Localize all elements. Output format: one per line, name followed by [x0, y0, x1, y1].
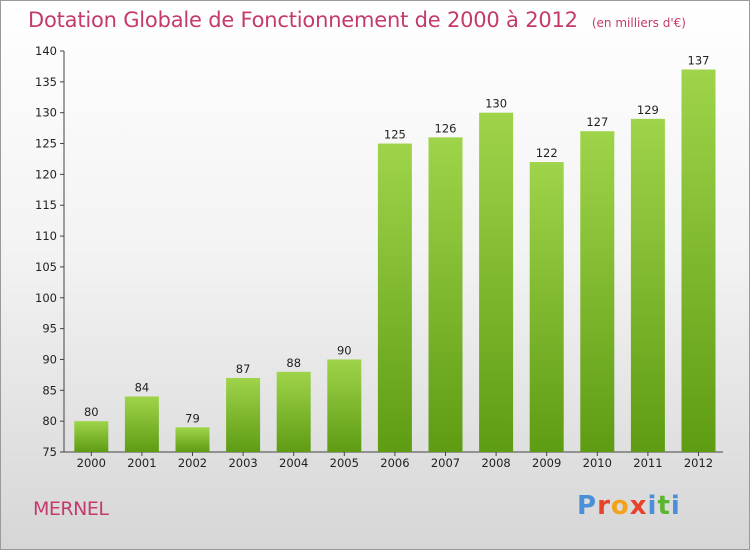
x-tick-label: 2004 — [279, 456, 308, 470]
bar-2005 — [327, 359, 362, 452]
chart-title-text: Dotation Globale de Fonctionnement de 20… — [28, 8, 578, 32]
y-tick-label: 115 — [35, 198, 57, 212]
logo-letter: x — [629, 491, 648, 521]
bar-2009 — [529, 162, 564, 453]
bar-2012 — [681, 69, 716, 452]
y-tick-label: 125 — [35, 137, 57, 151]
data-label: 90 — [337, 343, 352, 357]
y-tick-label: 85 — [42, 383, 57, 397]
x-tick-label: 2006 — [380, 456, 409, 470]
x-tick-label: 2007 — [431, 456, 460, 470]
bar-2010 — [580, 131, 615, 452]
data-label: 125 — [384, 128, 406, 142]
y-tick-label: 105 — [35, 260, 57, 274]
y-tick-label: 140 — [35, 44, 57, 58]
y-tick-label: 100 — [35, 291, 57, 305]
data-label: 126 — [435, 121, 457, 135]
y-tick-label: 110 — [35, 229, 57, 243]
data-label: 87 — [236, 362, 251, 376]
x-tick-label: 2009 — [532, 456, 561, 470]
logo-letter: o — [610, 491, 630, 521]
chart-title: Dotation Globale de Fonctionnement de 20… — [28, 8, 686, 32]
x-tick-label: 2012 — [684, 456, 713, 470]
bar-2008 — [479, 112, 514, 452]
x-tick-label: 2011 — [633, 456, 662, 470]
logo-letter: r — [597, 491, 611, 521]
y-tick-label: 75 — [42, 445, 57, 459]
data-label: 84 — [135, 380, 150, 394]
bar-2004 — [276, 371, 311, 452]
commune-name: MERNEL — [33, 498, 109, 520]
logo-letter: i — [670, 491, 681, 521]
bar-2000 — [74, 421, 109, 452]
logo-letter: P — [577, 491, 598, 521]
data-label: 80 — [84, 405, 99, 419]
x-tick-label: 2003 — [228, 456, 257, 470]
bar-2002 — [175, 427, 210, 452]
x-tick-label: 2010 — [583, 456, 612, 470]
data-label: 137 — [688, 54, 710, 68]
data-label: 79 — [185, 411, 200, 425]
logo-letter: i — [647, 491, 658, 521]
logo-letter: t — [657, 491, 671, 521]
bar-2006 — [377, 143, 412, 453]
x-tick-label: 2001 — [127, 456, 156, 470]
x-tick-label: 2002 — [178, 456, 207, 470]
bar-2007 — [428, 137, 463, 452]
y-tick-label: 80 — [42, 414, 57, 428]
data-label: 88 — [286, 356, 301, 370]
y-tick-label: 90 — [42, 352, 57, 366]
y-tick-label: 120 — [35, 167, 57, 181]
bar-2001 — [124, 396, 159, 452]
x-tick-label: 2008 — [481, 456, 510, 470]
data-label: 127 — [586, 115, 608, 129]
x-tick-label: 2000 — [77, 456, 106, 470]
bar-2003 — [226, 377, 261, 452]
y-tick-label: 95 — [42, 322, 57, 336]
data-label: 130 — [485, 97, 507, 111]
data-label: 129 — [637, 103, 659, 117]
data-label: 122 — [536, 146, 558, 160]
chart-unit: (en milliers d'€) — [591, 16, 686, 30]
y-tick-label: 130 — [35, 106, 57, 120]
y-tick-label: 135 — [35, 75, 57, 89]
bars: 80 84 79 87 88 90 125 126 130 122 127 129 137 — [74, 54, 716, 453]
axes: 75 80 85 90 95 100 105 110 115 120 125 130 135 140 200… — [35, 44, 723, 470]
x-tick-label: 2005 — [330, 456, 359, 470]
bar-2011 — [630, 118, 665, 452]
proxiti-logo[interactable]: Proxiti — [577, 491, 681, 521]
